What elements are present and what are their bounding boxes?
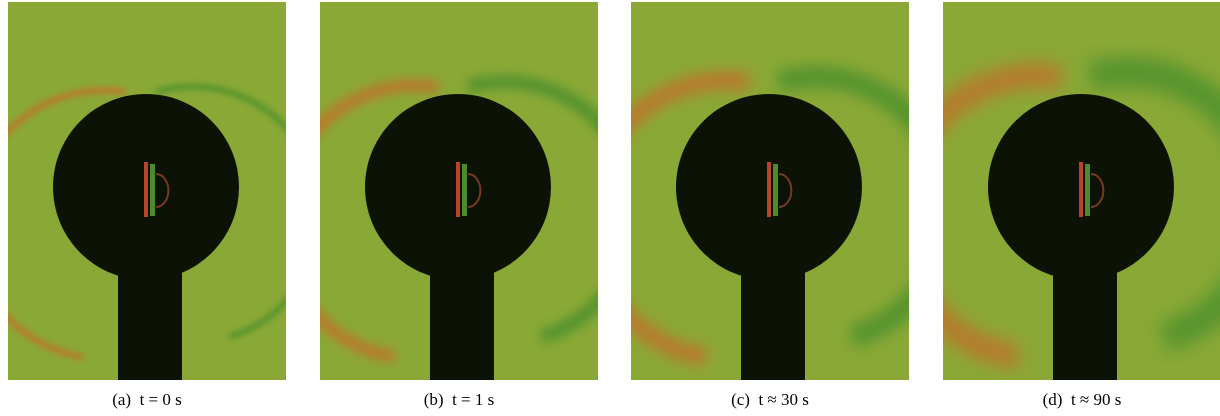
- caption: (d) t ≈ 90 s: [943, 390, 1220, 410]
- inner-red: [1079, 162, 1083, 217]
- inner-green: [462, 164, 467, 216]
- inner-red: [144, 162, 148, 217]
- micrograph: [943, 2, 1220, 380]
- caption: (c) t ≈ 30 s: [631, 390, 909, 410]
- figure: (a) t = 0 s (b) t = 1 s (c) t ≈ 30 s (d) t …: [0, 0, 1220, 416]
- panel: (d) t ≈ 90 s: [943, 2, 1220, 410]
- stem: [741, 247, 805, 380]
- panel: (c) t ≈ 30 s: [631, 2, 909, 410]
- caption: (a) t = 0 s: [8, 390, 286, 410]
- inner-green: [150, 164, 155, 216]
- panel: (a) t = 0 s: [8, 2, 286, 410]
- micrograph: [631, 2, 909, 380]
- inner-green: [1085, 164, 1090, 216]
- micrograph: [320, 2, 598, 380]
- inner-red: [456, 162, 460, 217]
- stem: [118, 247, 182, 380]
- inner-red: [767, 162, 771, 217]
- stem: [1053, 247, 1117, 380]
- panel: (b) t = 1 s: [320, 2, 598, 410]
- micrograph: [8, 2, 286, 380]
- caption: (b) t = 1 s: [320, 390, 598, 410]
- inner-green: [773, 164, 778, 216]
- stem: [430, 247, 494, 380]
